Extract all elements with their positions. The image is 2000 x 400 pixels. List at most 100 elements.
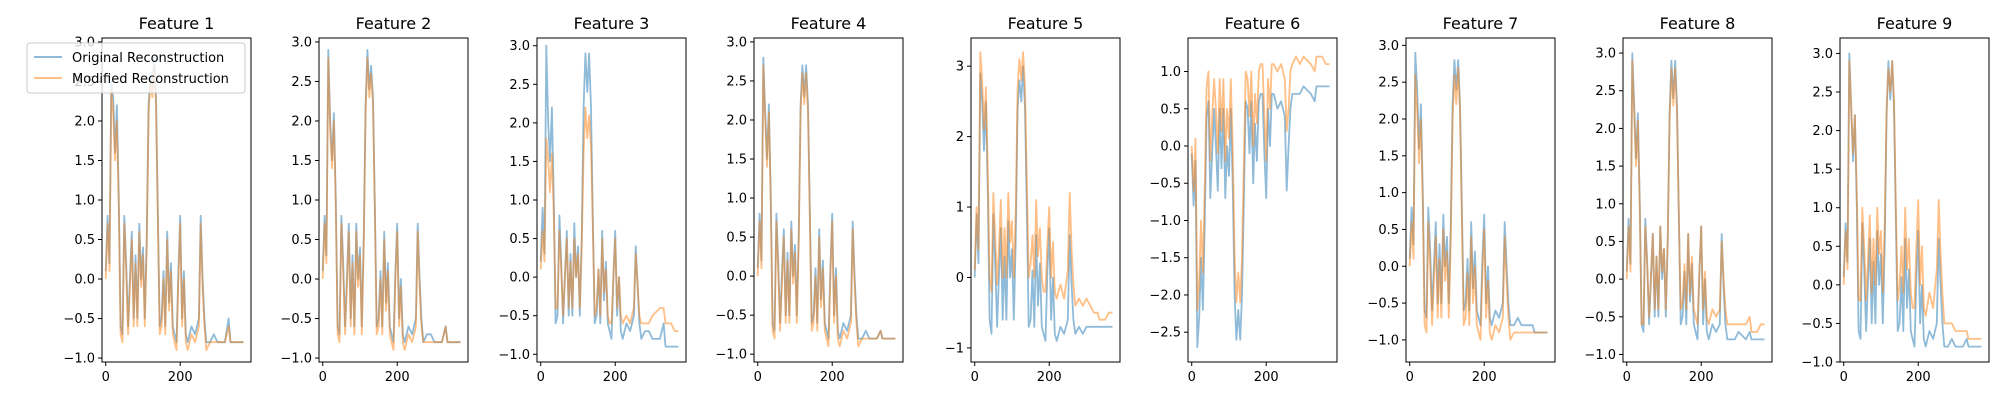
x-tick-label: 200 xyxy=(1254,370,1279,385)
y-tick-label: 0.5 xyxy=(1595,235,1616,250)
y-tick-label: 0.5 xyxy=(1160,102,1181,117)
y-tick-label: −1.0 xyxy=(1584,348,1616,363)
x-tick-label: 0 xyxy=(1188,370,1196,385)
y-tick-label: 1.0 xyxy=(291,194,312,209)
y-tick-label: 3.0 xyxy=(1595,47,1616,62)
y-tick-label: 1.5 xyxy=(1595,160,1616,175)
x-tick-label: 0 xyxy=(1623,370,1631,385)
y-tick-label: 3.0 xyxy=(291,35,312,50)
legend-label: Modified Reconstruction xyxy=(72,72,229,87)
y-tick-label: −0.5 xyxy=(1367,297,1399,312)
y-tick-label: −0.5 xyxy=(280,312,312,327)
y-tick-label: 2.5 xyxy=(509,78,530,93)
y-tick-label: −1.0 xyxy=(63,352,95,367)
legend-box xyxy=(26,42,246,94)
y-tick-label: 1.0 xyxy=(726,192,747,207)
y-tick-label: −0.5 xyxy=(498,309,530,324)
y-tick-label: −0.5 xyxy=(1584,310,1616,325)
y-tick-label: 2 xyxy=(956,130,964,145)
legend-label: Original Reconstruction xyxy=(72,51,224,66)
subplot-9: Feature 9 −1.0 −0.5 0.0 0.5 1.0 1.5 2.0 2.5 3.0 0 2… xyxy=(1801,14,1990,385)
series-group xyxy=(1842,52,1982,348)
legend: Original Reconstruction Modified Reconstr… xyxy=(26,42,246,94)
x-tick-label: 200 xyxy=(385,370,410,385)
x-tick-label: 0 xyxy=(319,370,327,385)
y-tick-label: −2.5 xyxy=(1149,326,1181,341)
y-tick-label: 1.5 xyxy=(291,154,312,169)
y-tick-label: 0.5 xyxy=(509,232,530,247)
original-reconstruction-line xyxy=(539,44,679,348)
x-tick-label: 0 xyxy=(1840,370,1848,385)
subplot-8: Feature 8 −1.0 −0.5 0.0 0.5 1.0 1.5 2.0 2.5 3.0 0 2… xyxy=(1584,14,1773,385)
y-tick-label: 1.0 xyxy=(509,194,530,209)
y-tick-label: 2.0 xyxy=(726,113,747,128)
y-tick-label: 3 xyxy=(956,60,964,75)
original-reconstruction-line xyxy=(973,65,1113,342)
y-tick-label: −0.5 xyxy=(715,309,747,324)
plot-frame xyxy=(1187,37,1338,363)
y-tick-label: 0.5 xyxy=(74,233,95,248)
y-tick-label: 1.0 xyxy=(1160,65,1181,80)
y-tick-label: 0.0 xyxy=(74,273,95,288)
y-tick-label: −1.0 xyxy=(498,348,530,363)
y-tick-label: 0 xyxy=(956,271,964,286)
y-tick-label: 0.0 xyxy=(509,271,530,286)
y-tick-label: 3.0 xyxy=(509,39,530,54)
subplot-5: Feature 5 −1 0 1 2 3 0 200 xyxy=(945,14,1121,385)
subplot-title: Feature 2 xyxy=(356,14,432,33)
modified-reconstruction-line xyxy=(973,51,1113,321)
y-tick-label: 0.0 xyxy=(1595,273,1616,288)
y-tick-label: 2.5 xyxy=(1595,84,1616,99)
x-tick-label: 200 xyxy=(168,370,193,385)
series-group xyxy=(1190,55,1330,348)
y-tick-label: 0.0 xyxy=(1378,260,1399,275)
y-tick-label: 1.5 xyxy=(1378,149,1399,164)
series-group xyxy=(1625,52,1765,341)
y-tick-label: 1.0 xyxy=(74,194,95,209)
modified-reconstruction-line xyxy=(321,56,461,351)
plot-frame xyxy=(970,37,1121,363)
y-tick-label: 0.5 xyxy=(1378,223,1399,238)
series-group xyxy=(1408,51,1548,341)
y-tick-label: 1.0 xyxy=(1812,201,1833,216)
y-tick-label: 1.0 xyxy=(1595,197,1616,212)
modified-reconstruction-line xyxy=(756,64,896,348)
y-tick-label: 2.5 xyxy=(1378,76,1399,91)
y-tick-label: 2.5 xyxy=(726,74,747,89)
subplot-7: Feature 7 −1.0 −0.5 0.0 0.5 1.0 1.5 2.0 2.5 3.0 0 2… xyxy=(1367,14,1556,385)
modified-reconstruction-line xyxy=(539,106,679,332)
original-reconstruction-line xyxy=(1190,85,1330,348)
y-tick-label: 1.5 xyxy=(1812,163,1833,178)
x-tick-label: 200 xyxy=(1689,370,1714,385)
y-tick-label: −1.0 xyxy=(715,348,747,363)
y-tick-label: 2.0 xyxy=(1812,124,1833,139)
x-tick-label: 200 xyxy=(603,370,628,385)
subplot-4: Feature 4 −1.0 −0.5 0.0 0.5 1.0 1.5 2.0 2.5 3.0 0 2… xyxy=(715,14,904,385)
y-tick-label: −1.0 xyxy=(1367,333,1399,348)
y-tick-label: −1 xyxy=(945,341,964,356)
x-tick-label: 200 xyxy=(1037,370,1062,385)
subplot-title: Feature 3 xyxy=(574,14,650,33)
subplot-title: Feature 5 xyxy=(1008,14,1084,33)
plot-frame xyxy=(1839,37,1990,363)
y-tick-label: 0.5 xyxy=(1812,240,1833,255)
subplot-2: Feature 2 −1.0 −0.5 0.0 0.5 1.0 1.5 2.0 2.5 3.0 0 2… xyxy=(280,14,469,385)
y-tick-label: −1.0 xyxy=(1149,214,1181,229)
y-tick-label: 3.0 xyxy=(1378,39,1399,54)
subplot-3: Feature 3 −1.0 −0.5 0.0 0.5 1.0 1.5 2.0 2.5 3.0 0 2… xyxy=(498,14,687,385)
y-tick-label: 3.0 xyxy=(726,35,747,50)
series-group xyxy=(973,51,1113,342)
y-tick-label: 2.0 xyxy=(1595,122,1616,137)
y-tick-label: 1.5 xyxy=(74,154,95,169)
y-tick-label: 0.0 xyxy=(1812,278,1833,293)
y-tick-label: 2.0 xyxy=(1378,113,1399,128)
subplot-title: Feature 4 xyxy=(791,14,867,33)
y-tick-label: 1 xyxy=(956,201,964,216)
modified-reconstruction-line xyxy=(1190,55,1330,311)
series-group xyxy=(321,49,461,351)
subplot-title: Feature 8 xyxy=(1660,14,1736,33)
y-tick-label: −0.5 xyxy=(1149,177,1181,192)
x-tick-label: 0 xyxy=(537,370,545,385)
x-tick-label: 200 xyxy=(820,370,845,385)
